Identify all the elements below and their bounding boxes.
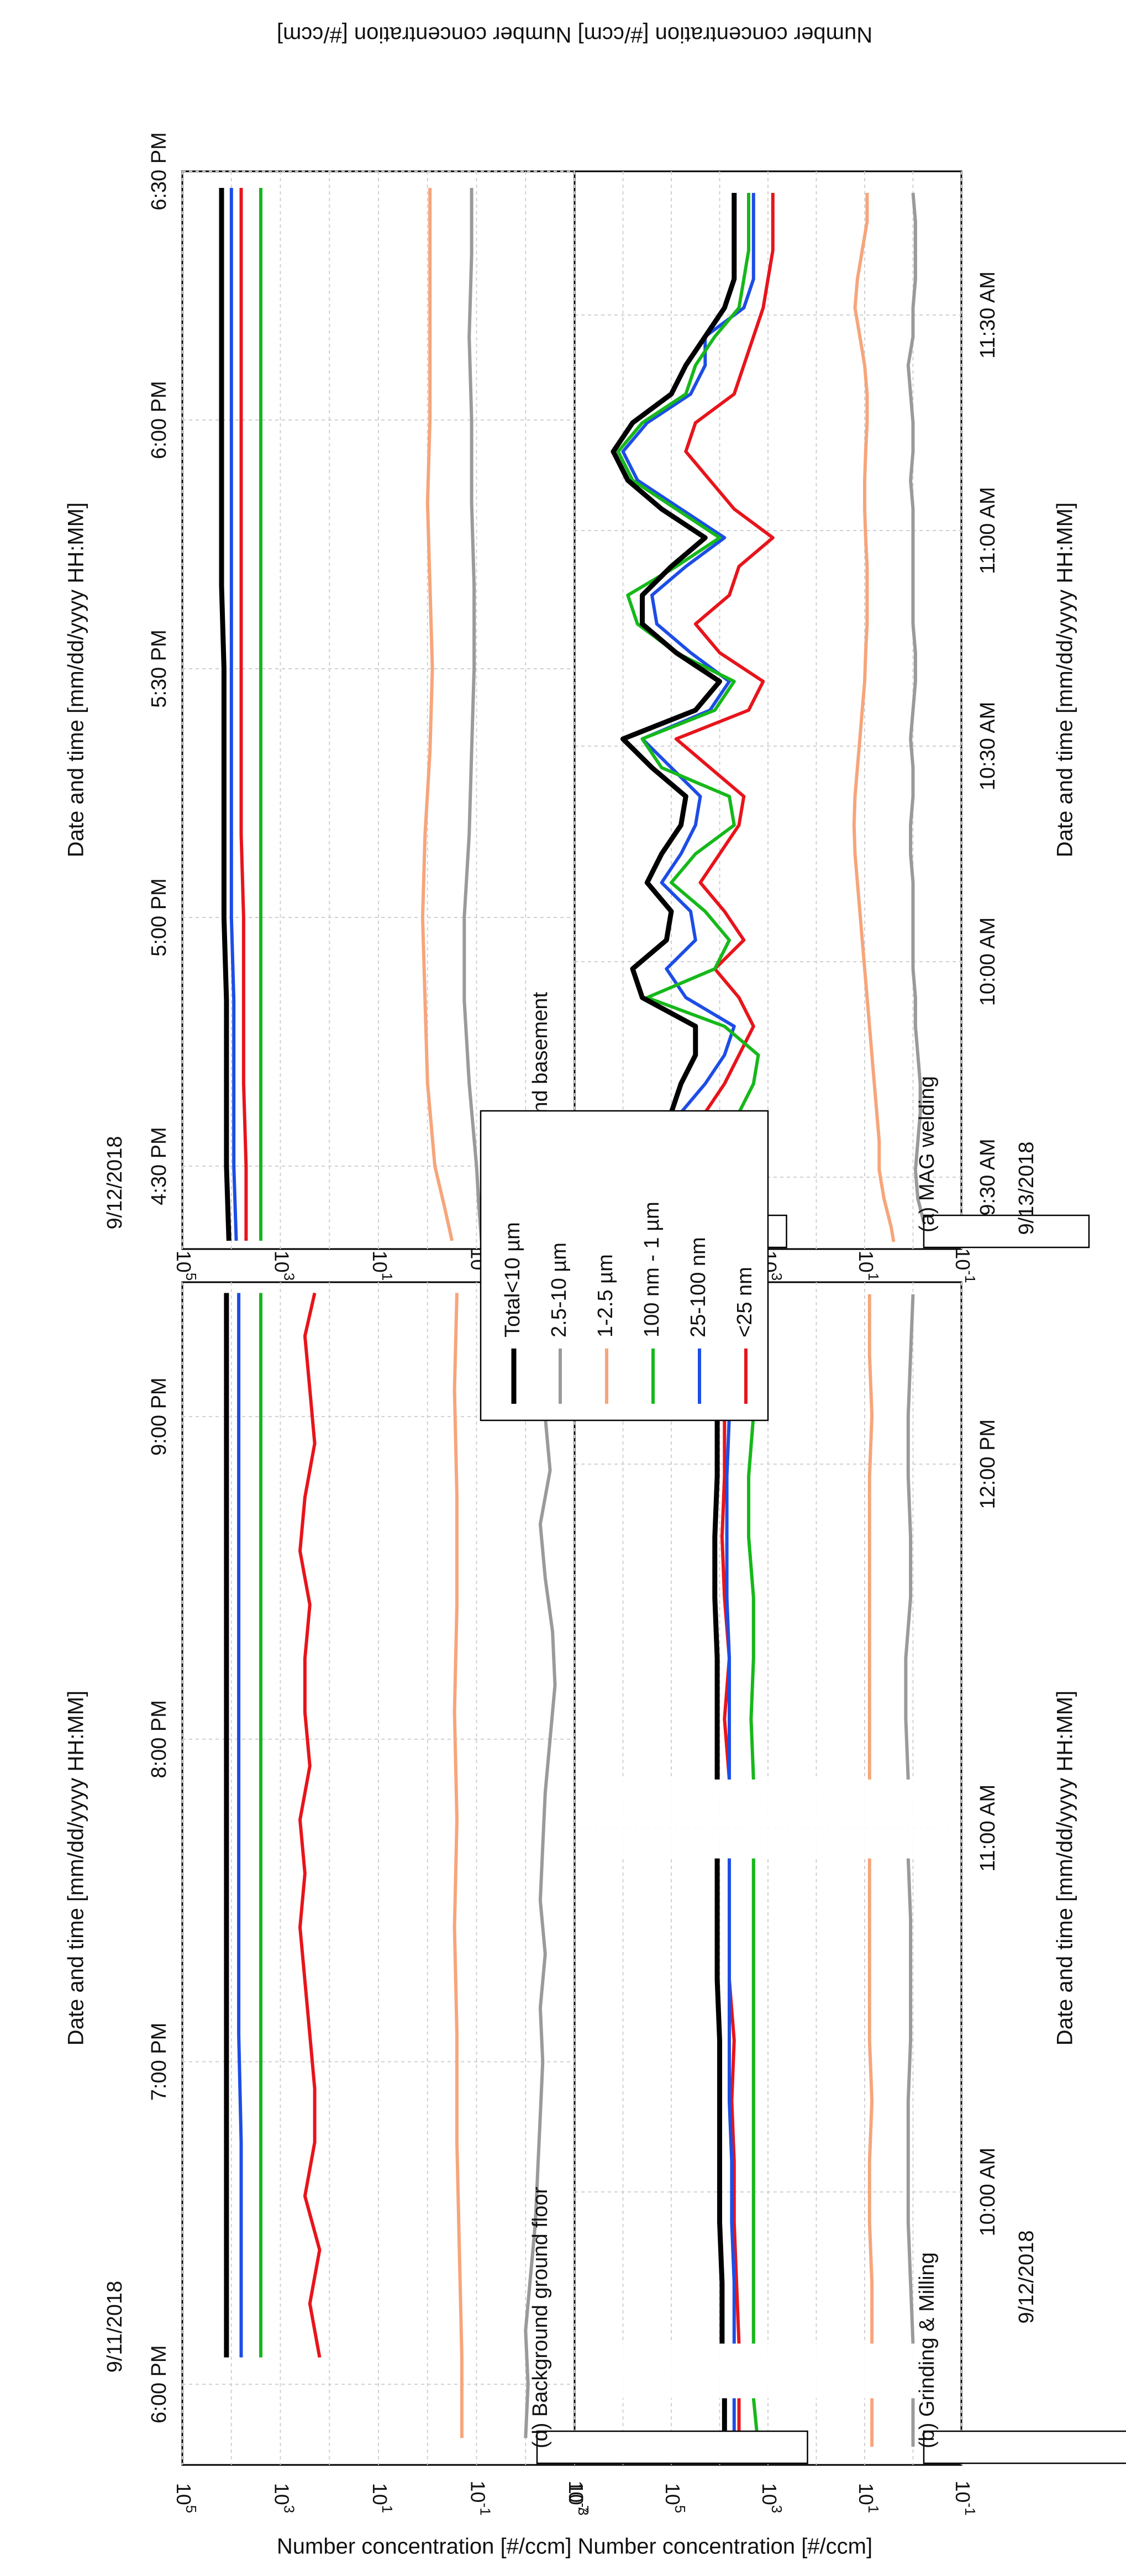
xtick-label-d: 8:00 PM <box>148 1700 171 1778</box>
date-label-b: 9/12/2018 <box>1015 2230 1038 2323</box>
ytick-label-bottom-right: 103 <box>271 2483 298 2514</box>
series-line-a--25-nm <box>674 193 775 1243</box>
xtick-label-a: 11:30 AM <box>976 271 999 359</box>
series-line-d-1-2-5-m <box>452 1293 464 2438</box>
ytick-label-top-mid: 10-1 <box>951 1248 978 1283</box>
chart-panel-b: (b) Grinding & Milling <box>573 1281 1126 2466</box>
panel-title-frame <box>536 2430 808 2464</box>
date-label-a: 9/13/2018 <box>1015 1141 1038 1235</box>
xtick-label-b: 11:00 AM <box>976 1785 999 1872</box>
xtick-label-d: 6:00 PM <box>148 2345 171 2423</box>
ytick-label-top-right: 105 <box>661 2483 688 2514</box>
ytick-label-bottom-right: 105 <box>172 2483 199 2514</box>
legend-label: 100 nm - 1 µm <box>640 1202 664 1337</box>
series-line-c-1-2-5-m <box>420 188 454 1241</box>
y-axis-title-right: Number concentration [#/ccm] Number conc… <box>277 2535 872 2559</box>
panel-title-box: (d) Background ground floor <box>529 2186 808 2464</box>
ytick-label-bottom-right: 101 <box>369 2483 396 2514</box>
xtick-label-a: 10:30 AM <box>976 702 999 791</box>
series-line-b-25-100-nm <box>728 1858 736 2344</box>
ytick-label-bottom-mid: 101 <box>369 1251 396 1281</box>
series-line-b-1-2-5-m <box>867 1858 874 2344</box>
panel-title: (a) MAG welding <box>915 1076 939 1232</box>
panel-title-frame <box>923 2430 1126 2464</box>
series-line-a-1-2-5-m <box>852 193 896 1242</box>
date-label-d: 9/11/2018 <box>103 2281 127 2373</box>
legend-label: Total<10 µm <box>501 1222 524 1337</box>
data-gap-band <box>576 1779 960 1859</box>
series-line-b-2-5-10-m <box>904 1294 915 1780</box>
xtick-label-d: 9:00 PM <box>148 1377 171 1456</box>
legend-frame <box>480 1110 769 1421</box>
series-line-c-total-10-m <box>219 188 231 1241</box>
xtick-label-c: 6:00 PM <box>148 381 171 459</box>
panel-title: (b) Grinding & Milling <box>915 2252 939 2448</box>
ytick-label-bottom-right: 10-1 <box>467 2480 494 2515</box>
series-line-d-2-5-10-m <box>524 1293 557 2438</box>
series-line-d--25-nm <box>298 1292 322 2358</box>
series-line-a-2-5-10-m <box>906 192 929 1242</box>
series-line-a-100-nm-1-m <box>616 193 760 1242</box>
xtick-label-c: 6:30 PM <box>148 132 171 211</box>
xtick-label-b: 12:00 PM <box>976 1419 999 1509</box>
series-line-c-2-5-10-m <box>462 188 483 1241</box>
value-axes: 10-110-110110110310310510510710710-310-3… <box>172 1248 978 2515</box>
legend-label: 1-2.5 µm <box>594 1254 617 1337</box>
series-line-c-25-100-nm <box>229 188 238 1241</box>
ytick-label-top-right: 103 <box>758 2483 785 2514</box>
legend-label: 25-100 nm <box>687 1237 710 1337</box>
x-axis-title-bottom-right: Date and time [mm/dd/yyyy HH:MM] <box>64 1691 88 2045</box>
x-axis-title-top-right: Date and time [mm/dd/yyyy HH:MM] <box>1053 1691 1077 2045</box>
ytick-label-top-right: 107 <box>565 2483 592 2514</box>
xtick-label-d: 7:00 PM <box>148 2023 171 2101</box>
xtick-label-b: 10:00 AM <box>976 2148 999 2237</box>
x-axis-title-top-left: Date and time [mm/dd/yyyy HH:MM] <box>1053 502 1077 857</box>
ytick-label-top-right: 10-1 <box>951 2480 978 2515</box>
date-label-c: 9/12/2018 <box>103 1136 127 1229</box>
series-line-b-2-5-10-m <box>906 1858 915 2344</box>
series-line-b-1-2-5-m <box>867 1294 874 1780</box>
xtick-label-c: 5:00 PM <box>148 878 171 957</box>
panel-title: (d) Background ground floor <box>529 2186 552 2448</box>
x-axis-title-bottom-left: Date and time [mm/dd/yyyy HH:MM] <box>64 502 88 857</box>
series-line-a-total-10-m <box>611 193 741 1243</box>
panel-title-frame <box>923 1214 1090 1248</box>
ytick-label-top-right: 101 <box>855 2483 882 2514</box>
legend: <25 nm 25-100 nm 100 nm - 1 µm 1-2.5 µm 2.5-… <box>480 1110 769 1421</box>
data-gap-band <box>576 2343 960 2399</box>
series-line-d-25-100-nm <box>237 1293 243 2358</box>
xtick-label-c: 5:30 PM <box>148 629 171 708</box>
ytick-label-top-mid: 101 <box>855 1251 882 1281</box>
time-axes: 9:30 AM 10:00 AM 10:30 AM 11:00 AM 11:30 AM 1… <box>64 22 1077 2558</box>
ytick-label-bottom-mid: 105 <box>172 1251 199 1281</box>
panel-title-box: (b) Grinding & Milling <box>915 2252 1126 2464</box>
xtick-label-a: 10:00 AM <box>976 917 999 1006</box>
panel-title-box: (a) MAG welding <box>915 1076 1090 1248</box>
ytick-label-bottom-mid: 103 <box>271 1251 298 1281</box>
xtick-label-a: 9:30 AM <box>976 1139 999 1215</box>
series-line-b-total-10-m <box>714 1858 725 2344</box>
chart-panel-d: (d) Background ground floor <box>181 1281 808 2466</box>
y-axis-title-left: Number concentration [#/ccm] Number conc… <box>277 22 872 46</box>
legend-label: <25 nm <box>733 1267 756 1337</box>
legend-label: 2.5-10 µm <box>548 1242 571 1337</box>
xtick-label-a: 11:00 AM <box>976 487 999 574</box>
chart-panel-a: (a) MAG welding <box>573 170 1090 1250</box>
ytick-label-bottom-right: 10-3 <box>565 2480 592 2515</box>
xtick-label-c: 4:30 PM <box>148 1127 171 1205</box>
series-line-c--25-nm <box>239 188 248 1241</box>
